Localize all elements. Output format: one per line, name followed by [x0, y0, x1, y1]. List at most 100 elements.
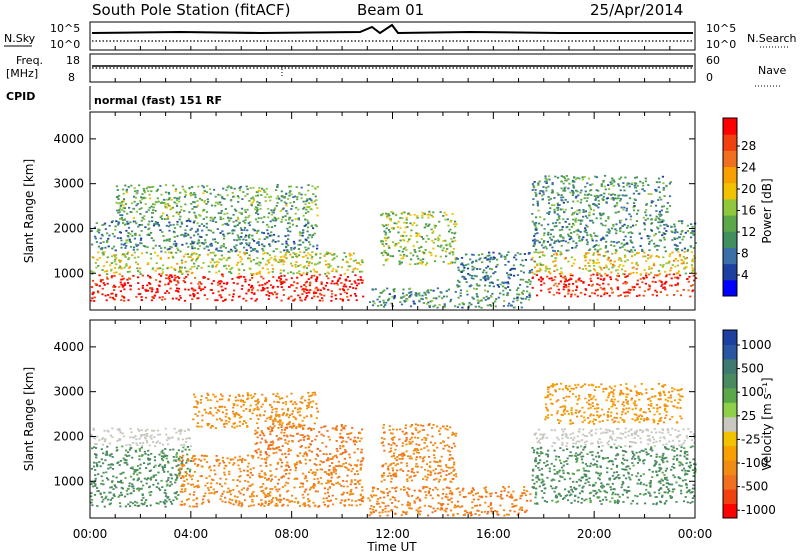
- velocity-echo-cell: [320, 468, 324, 471]
- velocity-echo-cell: [247, 480, 250, 483]
- power-echo-cell: [564, 198, 567, 201]
- velocity-echo-cell: [90, 492, 93, 494]
- power-echo-cell: [442, 295, 446, 298]
- power-echo-cell: [143, 215, 146, 217]
- velocity-echo-cell: [240, 459, 244, 462]
- velocity-echo-cell: [277, 438, 280, 441]
- power-echo-cell: [570, 278, 573, 281]
- power-echo-cell: [492, 258, 496, 260]
- power-echo-cell: [260, 217, 263, 220]
- power-echo-cell: [236, 224, 239, 226]
- velocity-echo-cell: [98, 461, 101, 463]
- velocity-echo-cell: [270, 478, 274, 481]
- power-echo-cell: [654, 217, 657, 220]
- power-echo-cell: [101, 251, 104, 254]
- velocity-echo-cell: [273, 448, 276, 450]
- power-echo-cell: [271, 286, 274, 289]
- power-echo-cell: [540, 224, 543, 227]
- power-echo-cell: [262, 249, 265, 252]
- power-echo-cell: [191, 266, 194, 268]
- power-echo-cell: [113, 254, 116, 256]
- power-echo-cell: [156, 289, 159, 291]
- power-echo-cell: [653, 234, 656, 237]
- velocity-echo-cell: [149, 478, 153, 481]
- power-echo-cell: [105, 270, 108, 272]
- power-echo-cell: [516, 299, 519, 302]
- power-echo-cell: [461, 263, 464, 266]
- power-echo-cell: [168, 240, 171, 243]
- power-echo-cell: [198, 197, 202, 200]
- velocity-echo-cell: [111, 497, 114, 499]
- power-echo-cell: [305, 267, 308, 269]
- power-echo-cell: [658, 196, 661, 199]
- velocity-echo-cell: [109, 499, 113, 501]
- power-echo-cell: [248, 283, 251, 286]
- power-echo-cell: [140, 224, 144, 226]
- velocity-echo-cell: [362, 497, 365, 499]
- power-echo-cell: [254, 299, 257, 302]
- power-echo-cell: [617, 295, 620, 297]
- velocity-echo-cell: [334, 465, 337, 467]
- velocity-echo-cell: [334, 428, 337, 431]
- power-echo-cell: [271, 218, 274, 221]
- power-echo-cell: [560, 244, 563, 247]
- velocity-echo-cell: [220, 485, 224, 488]
- velocity-echo-cell: [302, 472, 305, 475]
- power-echo-cell: [268, 258, 271, 261]
- power-echo-cell: [184, 191, 187, 194]
- power-echo-cell: [137, 256, 140, 258]
- power-echo-cell: [164, 191, 168, 194]
- velocity-echo-cell: [180, 503, 184, 506]
- power-echo-cell: [183, 234, 186, 237]
- power-echo-cell: [628, 250, 631, 253]
- power-echo-cell: [238, 211, 241, 214]
- power-echo-cell: [524, 280, 527, 283]
- power-echo-cell: [194, 277, 197, 279]
- velocity-echo-cell: [277, 499, 280, 502]
- power-echo-cell: [252, 186, 255, 189]
- power-echo-cell: [464, 264, 467, 266]
- velocity-echo-cell: [181, 483, 184, 486]
- power-echo-cell: [425, 225, 428, 228]
- power-echo-cell: [138, 224, 141, 226]
- power-echo-cell: [252, 199, 256, 202]
- velocity-echo-cell: [159, 489, 162, 491]
- velocity-echo-cell: [360, 460, 363, 463]
- power-echo-cell: [385, 243, 388, 245]
- velocity-echo-cell: [160, 479, 163, 482]
- power-echo-cell: [612, 179, 615, 181]
- power-echo-cell: [539, 264, 542, 266]
- power-echo-cell: [245, 185, 248, 188]
- power-echo-cell: [655, 274, 658, 277]
- velocity-echo-cell: [316, 477, 319, 480]
- velocity-echo-cell: [239, 470, 242, 473]
- power-echo-cell: [644, 177, 647, 180]
- velocity-echo-cell: [163, 466, 167, 468]
- velocity-echo-cell: [323, 487, 326, 490]
- power-echo-cell: [604, 291, 607, 294]
- power-echo-cell: [603, 287, 606, 290]
- velocity-echo-cell: [177, 437, 180, 440]
- velocity-echo-cell: [361, 500, 364, 502]
- power-echo-cell: [118, 194, 121, 197]
- power-echo-cell: [170, 246, 173, 249]
- power-echo-cell: [641, 248, 644, 251]
- power-echo-cell: [693, 279, 696, 282]
- power-echo-cell: [457, 296, 460, 299]
- velocity-echo-cell: [348, 432, 351, 435]
- power-echo-cell: [221, 197, 224, 200]
- power-echo-cell: [684, 231, 687, 234]
- power-echo-cell: [692, 247, 695, 249]
- velocity-echo-cell: [285, 465, 288, 467]
- power-echo-cell: [128, 277, 131, 280]
- power-echo-cell: [287, 251, 290, 253]
- power-echo-cell: [595, 244, 598, 246]
- power-echo-cell: [655, 210, 658, 212]
- velocity-echo-cell: [320, 482, 323, 485]
- power-echo-cell: [456, 284, 459, 287]
- power-echo-cell: [562, 201, 565, 204]
- power-echo-cell: [109, 269, 113, 272]
- velocity-echo-cell: [251, 500, 254, 503]
- power-echo-cell: [440, 291, 443, 294]
